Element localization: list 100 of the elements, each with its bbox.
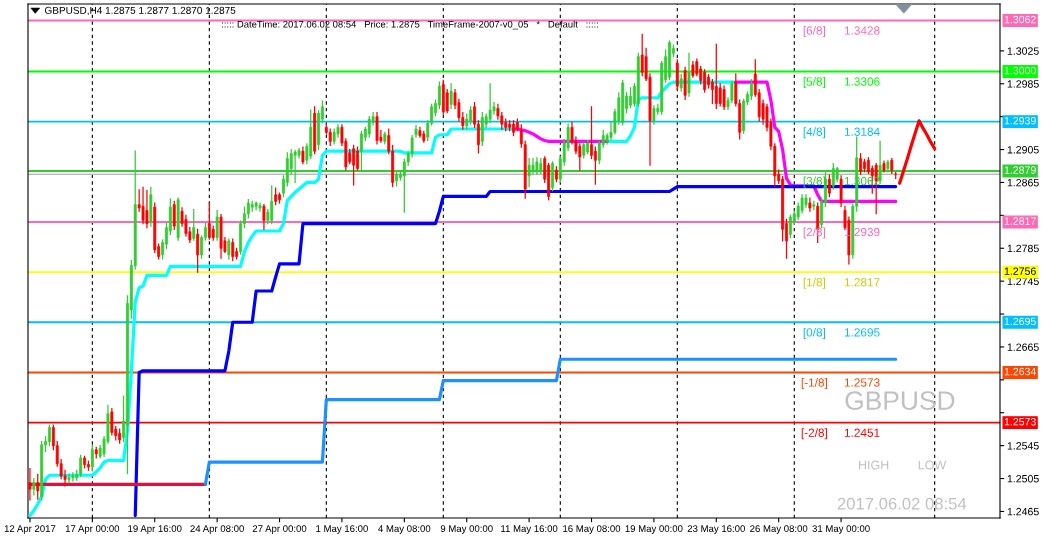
candlestick — [48, 424, 51, 447]
y-tick-label: 1.2745 — [1007, 277, 1039, 286]
x-tick-label: 12 Apr 2017 — [4, 525, 56, 534]
annotation: 1.3184 — [844, 127, 880, 136]
annotation: LOW — [918, 460, 947, 470]
candlestick — [317, 110, 320, 151]
annotation: HIGH — [859, 460, 889, 470]
y-tick-label: 1.2865 — [1007, 178, 1039, 187]
ref-line-label: 1.2695 — [1004, 317, 1036, 326]
annotation: [6/8] — [803, 26, 825, 38]
candlestick — [262, 204, 266, 230]
candlestick — [231, 238, 235, 262]
ref-line-label: 1.2573 — [1004, 417, 1036, 426]
candlestick — [141, 186, 145, 225]
y-tick-label: 1.2545 — [1007, 442, 1039, 450]
x-tick-label: 26 May 08:00 — [750, 525, 808, 534]
candlestick — [36, 473, 40, 500]
candlestick — [668, 40, 671, 81]
candlestick — [640, 33, 644, 77]
ref-line-label: 1.3000 — [1004, 66, 1036, 75]
candlestick — [258, 202, 262, 212]
annotation: 1.3306 — [844, 77, 880, 86]
x-tick-label: 4 May 08:00 — [378, 525, 431, 534]
ref-line-label: 1.2939 — [1004, 116, 1036, 125]
candlestick — [687, 52, 691, 97]
candlestick — [827, 174, 831, 198]
x-tick-label: 24 Apr 08:00 — [190, 525, 244, 534]
candlestick — [718, 83, 722, 107]
ref-line-label: 1.2756 — [1004, 267, 1036, 275]
candlestick — [839, 175, 843, 207]
candlestick — [437, 81, 441, 110]
candlestick — [79, 454, 83, 477]
candlestick — [710, 79, 714, 105]
candlestick — [714, 43, 718, 110]
candlestick — [512, 120, 515, 137]
annotation: [5/8] — [803, 77, 825, 89]
annotation: [-2/8] — [801, 428, 827, 440]
x-tick-label: 1 May 16:00 — [316, 525, 368, 534]
annotation: [1/8] — [803, 277, 825, 289]
annotation: 1.2451 — [844, 428, 880, 437]
candlestick — [480, 111, 484, 147]
candlestick — [83, 455, 86, 469]
candlestick — [270, 185, 274, 225]
ref-line-label: 1.2634 — [1004, 367, 1036, 376]
candlestick — [207, 202, 211, 240]
candlestick — [707, 74, 710, 89]
ref-line-label: 1.2879 — [1004, 166, 1036, 174]
ref-line-label: 1.3062 — [1004, 15, 1036, 24]
candlestick — [722, 85, 726, 110]
candlestick — [703, 69, 707, 93]
candlestick — [215, 209, 219, 241]
y-tick-label: 1.2505 — [1007, 474, 1039, 483]
candlestick — [488, 83, 492, 124]
candlestick — [90, 445, 94, 471]
annotation: 1.2695 — [844, 328, 880, 337]
annotation: GBPUSD — [845, 391, 955, 410]
x-tick-label: 11 May 16:00 — [501, 525, 558, 534]
y-tick-label: 1.2465 — [1007, 507, 1039, 516]
candlestick — [449, 83, 453, 110]
candlestick — [172, 200, 176, 230]
candlestick — [629, 87, 632, 109]
candlestick — [28, 468, 32, 501]
annotation: [4/8] — [803, 127, 825, 139]
annotation: 1.3428 — [844, 26, 880, 35]
x-tick-label: 16 May 08:00 — [563, 525, 621, 534]
candlestick — [749, 79, 753, 101]
candlestick — [192, 208, 196, 241]
candlestick — [278, 192, 281, 204]
candlestick — [808, 197, 812, 212]
candlestick — [352, 144, 356, 186]
candlestick — [863, 158, 866, 173]
candlestick — [356, 146, 359, 171]
candlestick — [593, 146, 597, 185]
x-tick-label: 23 May 16:00 — [687, 525, 745, 534]
candlestick — [445, 88, 449, 114]
candlestick — [859, 153, 863, 175]
x-tick-label: 31 May 00:00 — [812, 525, 870, 534]
x-tick-label: 19 Apr 16:00 — [128, 525, 182, 534]
annotation: 2017.06.02 08:54 — [837, 497, 967, 510]
y-tick-label: 1.2665 — [1007, 343, 1039, 351]
candlestick — [145, 190, 149, 229]
annotation: 1.2573 — [844, 378, 880, 387]
candlestick — [367, 116, 371, 138]
x-tick-label: 27 Apr 00:00 — [252, 525, 307, 534]
candlestick — [788, 214, 792, 239]
candlestick — [87, 460, 90, 471]
chart-title: GBPUSD,H4 1.2875 1.2877 1.2870 1.2875 — [45, 6, 236, 16]
x-tick-label: 9 May 00:00 — [440, 525, 493, 534]
y-tick-label: 1.3025 — [1007, 47, 1039, 55]
y-tick-label: 1.2905 — [1007, 146, 1039, 154]
candlestick — [375, 111, 379, 145]
candlestick — [675, 59, 679, 91]
candlestick — [227, 238, 231, 260]
text: ::::: DateTime: 2017.06.02 08:54 Price: 1.2875 TimeFrame-2007-v0_05 * Default ::::: — [222, 20, 598, 30]
candlestick — [652, 105, 656, 125]
candlestick — [590, 106, 593, 160]
annotation: [0/8] — [803, 327, 825, 339]
candlestick — [196, 228, 200, 273]
y-tick-label: 1.2985 — [1007, 80, 1039, 88]
ref-line-label: 1.2817 — [1004, 217, 1036, 225]
